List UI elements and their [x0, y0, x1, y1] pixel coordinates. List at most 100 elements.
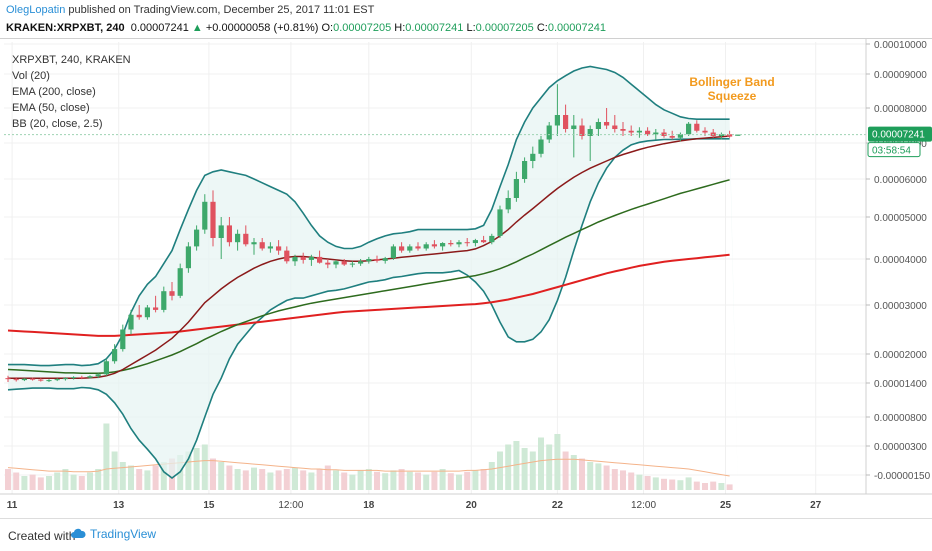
volume-bar	[365, 469, 372, 490]
volume-bar	[488, 462, 495, 490]
bollinger-band-fill	[8, 66, 738, 490]
candle-body	[54, 379, 60, 381]
last-price: 0.00007241	[130, 22, 189, 34]
candle-body	[686, 123, 692, 135]
volume-bar	[13, 472, 20, 490]
volume-bar	[726, 484, 733, 490]
volume-bar	[456, 474, 462, 490]
annotation-line1: Bollinger Band	[689, 75, 774, 89]
candle-body	[194, 229, 200, 247]
publish-text: published on TradingView.com, December 2…	[65, 4, 375, 16]
publish-info: OlegLopatin published on TradingView.com…	[6, 4, 374, 16]
volume-bar	[193, 448, 200, 490]
legend-ema50[interactable]: EMA (50, close)	[12, 102, 90, 114]
volume-bar	[103, 423, 110, 490]
candle-body	[595, 122, 601, 129]
candle-body	[513, 179, 519, 198]
candle-body	[218, 225, 224, 238]
candle-body	[341, 261, 347, 265]
y-tick-label: 0.00009000	[874, 70, 927, 81]
volume-bar	[316, 469, 323, 490]
volume-bar	[374, 471, 380, 490]
candle-body	[366, 259, 372, 262]
candle-body	[128, 314, 134, 330]
candle-body	[423, 244, 429, 249]
candle-body	[694, 123, 700, 131]
volume-bar	[505, 444, 512, 490]
volume-bar	[201, 444, 208, 490]
y-tick-label: 0.00003000	[874, 301, 927, 312]
candle-body	[87, 376, 93, 378]
volume-bar	[693, 481, 700, 490]
ema50-line	[7, 179, 730, 375]
countdown-box	[867, 142, 921, 158]
candle-body	[169, 291, 175, 296]
legend-ema200[interactable]: EMA (200, close)	[12, 86, 96, 98]
volume-bar	[341, 472, 348, 490]
volume-bar	[324, 465, 331, 490]
candle-body	[21, 378, 27, 381]
candle-body	[415, 246, 421, 249]
volume-bar	[611, 469, 618, 490]
candle-body	[136, 314, 142, 318]
y-tick-label: 0.00000300	[874, 442, 927, 453]
legend-symbol[interactable]: XRPXBT, 240, KRAKEN	[12, 54, 131, 66]
candle-body	[300, 256, 306, 260]
high-label: H:	[394, 22, 406, 34]
candle-body	[464, 242, 470, 244]
tradingview-logo[interactable]: TradingView	[70, 527, 156, 541]
candle-body	[579, 125, 585, 136]
candle-body	[243, 233, 249, 245]
tradingview-brand: TradingView	[90, 527, 157, 541]
candle-body	[317, 256, 323, 263]
candle-body	[735, 134, 741, 136]
volume-bar	[210, 458, 216, 490]
candle-body	[472, 240, 478, 244]
bollinger-upper-line	[8, 65, 730, 367]
x-tick-label: 18	[363, 500, 375, 511]
candle-body	[489, 235, 495, 243]
volume-bar	[78, 476, 85, 490]
volume-bar	[677, 480, 684, 490]
volume-bar	[160, 462, 167, 490]
close-value: 0.00007241	[547, 22, 606, 34]
candle-body	[399, 246, 405, 251]
volume-bar	[111, 451, 118, 490]
volume-bar	[226, 465, 233, 490]
y-tick-label: -0.00000150	[874, 471, 931, 482]
candle-body	[374, 259, 380, 261]
volume-bar	[37, 477, 44, 490]
ema200-line	[7, 253, 730, 337]
author-link[interactable]: OlegLopatin	[6, 4, 66, 16]
volume-bar	[54, 472, 61, 490]
volume-bar	[620, 470, 626, 490]
y-tick-label: 0.00001400	[874, 379, 927, 390]
volume-bar	[29, 474, 36, 490]
y-tick-label: 0.00006000	[874, 175, 927, 186]
countdown-value: 03:58:54	[872, 146, 911, 157]
volume-bar	[128, 465, 134, 490]
price-chart[interactable]: 0.000100000.000090000.000080000.00007000…	[0, 38, 932, 518]
volume-bar	[267, 472, 274, 490]
candle-body	[636, 130, 642, 133]
candle-body	[571, 125, 577, 129]
candle-body	[210, 201, 216, 238]
volume-bar	[390, 470, 397, 490]
footer: Created with TradingView	[0, 518, 932, 551]
x-tick-label: 27	[810, 500, 822, 511]
candle-body	[349, 263, 355, 265]
volume-bar	[423, 474, 430, 490]
candle-body	[407, 246, 413, 251]
volume-bar	[570, 455, 577, 490]
candle-body	[620, 129, 626, 131]
volume-bar	[406, 471, 413, 490]
candle-body	[563, 115, 569, 129]
open-label: O:	[321, 22, 334, 34]
legend-vol[interactable]: Vol (20)	[12, 70, 50, 82]
candle-body	[284, 250, 290, 262]
candle-body	[112, 349, 118, 362]
candle-body	[612, 125, 618, 129]
legend-bb[interactable]: BB (20, close, 2.5)	[12, 118, 103, 130]
candle-body	[276, 246, 282, 251]
volume-bar	[579, 458, 585, 490]
